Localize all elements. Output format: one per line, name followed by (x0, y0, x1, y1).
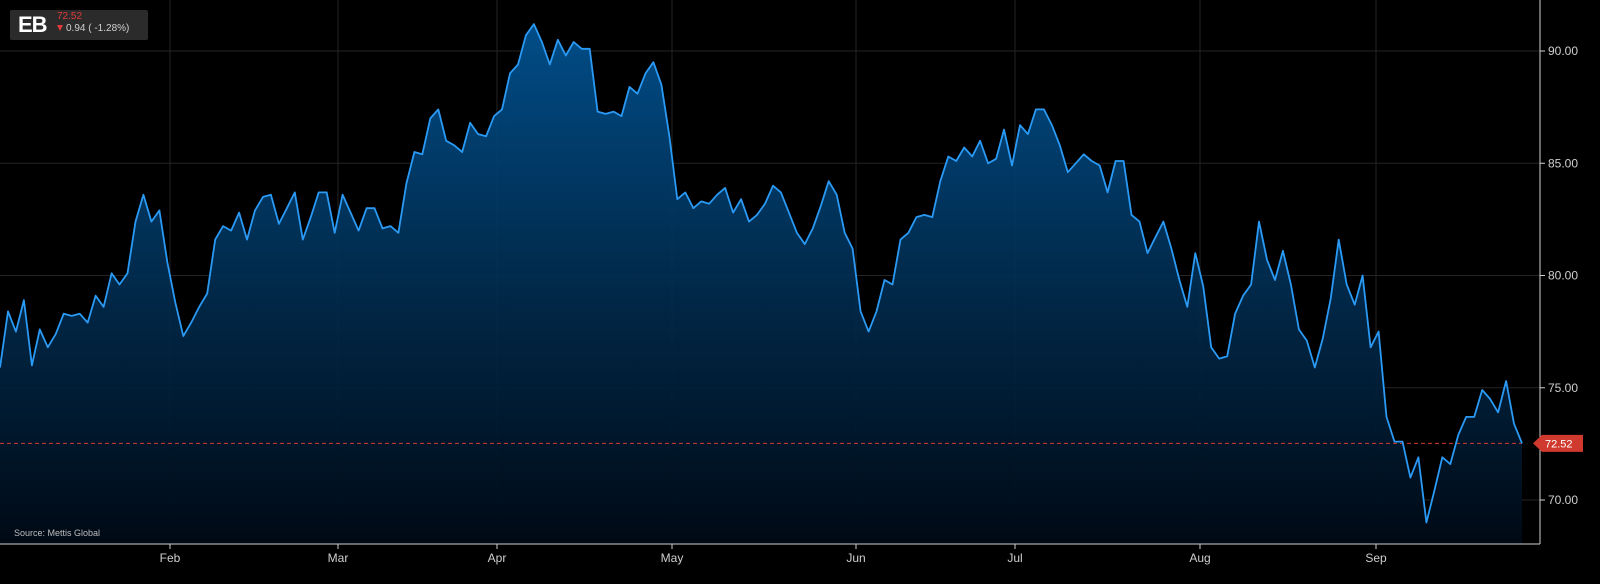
x-tick-label-5: Jul (1007, 551, 1022, 565)
x-tick-label-6: Aug (1189, 551, 1210, 565)
ticker-change-row: 0.94 ( -1.28%) (57, 23, 129, 35)
x-tick-label-0: Feb (160, 551, 181, 565)
ticker-change: 0.94 ( -1.28%) (66, 23, 130, 34)
x-tick-label-3: May (661, 551, 684, 565)
y-tick-label-4: 90.00 (1548, 44, 1578, 58)
ticker-price: 72.52 (57, 11, 83, 22)
y-tick-label-3: 85.00 (1548, 156, 1578, 170)
ticker-panel: EB 72.52 0.94 ( -1.28%) (10, 10, 148, 40)
price-line (0, 23, 1523, 524)
last-price-badge (1533, 434, 1583, 452)
price-area (0, 24, 1522, 545)
x-tick-label-2: Apr (488, 551, 507, 565)
x-axis-ticks: Feb Mar Apr May Jun Jul Aug Sep (160, 544, 1387, 565)
y-tick-label-0: 70.00 (1548, 493, 1578, 507)
x-tick-label-4: Jun (846, 551, 865, 565)
source-credit: Source: Mettis Global (14, 528, 101, 538)
last-price-marker: 72.52 (1533, 434, 1583, 452)
y-axis-ticks: 70.00 75.00 80.00 85.00 90.00 (1540, 44, 1578, 507)
ticker-symbol: EB (18, 12, 48, 37)
down-arrow-icon (57, 25, 63, 32)
y-tick-label-2: 80.00 (1548, 269, 1578, 283)
last-price-label: 72.52 (1545, 438, 1573, 450)
x-tick-label-1: Mar (328, 551, 349, 565)
x-tick-label-7: Sep (1365, 551, 1387, 565)
y-tick-label-1: 75.00 (1548, 381, 1578, 395)
